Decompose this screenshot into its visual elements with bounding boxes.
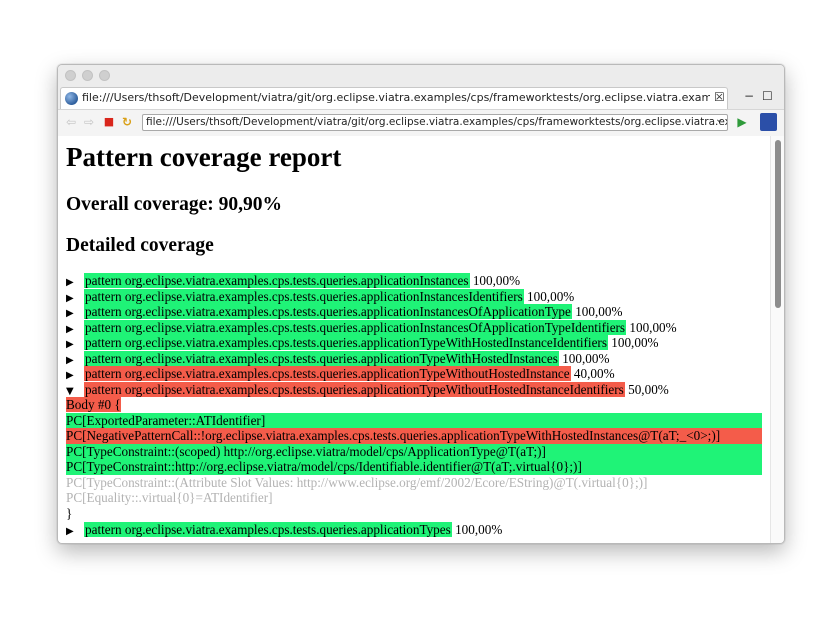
body-constraint-line: } [66,506,762,522]
constraint-text: PC[TypeConstraint::http://org.eclipse.vi… [66,459,582,474]
pattern-name: pattern org.eclipse.viatra.examples.cps.… [84,381,625,397]
title-bar [58,65,784,86]
browser-window: file:///Users/thsoft/Development/viatra/… [57,64,785,544]
pattern-coverage: 100,00% [472,273,521,288]
back-arrow-icon[interactable]: ⇦ [65,115,77,129]
pattern-name: pattern org.eclipse.viatra.examples.cps.… [84,288,524,304]
pattern-coverage: 50,00% [628,381,669,397]
expand-arrow-icon[interactable]: ▶ [66,323,74,335]
pattern-coverage: 100,00% [527,288,575,304]
expand-arrow-icon[interactable]: ▶ [66,354,74,366]
browser-tab[interactable]: file:///Users/thsoft/Development/viatra/… [60,87,728,109]
go-icon[interactable]: ▶ [737,115,747,129]
pattern-name: pattern org.eclipse.viatra.examples.cps.… [84,335,608,350]
expand-arrow-icon[interactable]: ▶ [66,339,74,350]
body-constraint-line: PC[TypeConstraint::(Attribute Slot Value… [66,475,762,491]
pattern-name: pattern org.eclipse.viatra.examples.cps.… [84,273,470,288]
constraint-text: PC[Equality::.virtual{0}=ATIdentifier] [66,490,273,505]
vertical-scrollbar[interactable] [770,136,784,543]
tab-bar: file:///Users/thsoft/Development/viatra/… [58,86,784,109]
tab-title: file:///Users/thsoft/Development/viatra/… [82,91,710,104]
overall-coverage-heading: Overall coverage: 90,90% [66,194,283,215]
pattern-name: pattern org.eclipse.viatra.examples.cps.… [84,350,559,366]
constraint-text: Body #0 { [66,397,121,412]
pattern-row[interactable]: ▼ pattern org.eclipse.viatra.examples.cps… [66,381,669,398]
body-constraint-line: PC[ExportedParameter::ATIdentifier] [66,412,762,428]
pattern-coverage: 100,00% [562,350,610,366]
constraint-text: PC[NegativePatternCall::!org.eclipse.via… [66,428,721,443]
expand-arrow-icon[interactable]: ▶ [66,308,74,319]
forward-arrow-icon[interactable]: ⇨ [83,115,95,129]
expand-arrow-icon[interactable]: ▶ [66,370,74,381]
pattern-name: pattern org.eclipse.viatra.examples.cps.… [84,319,627,335]
pattern-row[interactable]: ▶ pattern org.eclipse.viatra.examples.cps… [66,350,610,367]
pattern-coverage: 40,00% [573,366,615,381]
body-constraint-line: PC[TypeConstraint::http://org.eclipse.vi… [66,459,762,475]
pattern-coverage: 100,00% [455,522,503,537]
detailed-coverage-heading: Detailed coverage [66,235,214,256]
body-constraint-line: PC[TypeConstraint::(scoped) http://org.e… [66,443,762,459]
scrollbar-thumb[interactable] [775,140,781,308]
url-dropdown-icon[interactable]: ⌄ [715,114,724,125]
pattern-name: pattern org.eclipse.viatra.examples.cps.… [84,366,571,381]
pattern-name: pattern org.eclipse.viatra.examples.cps.… [84,304,572,319]
url-input[interactable]: file:///Users/thsoft/Development/viatra/… [142,114,728,131]
globe-icon [65,92,78,105]
close-tab-icon[interactable]: ☒ [714,90,725,104]
page-title: Pattern coverage report [66,142,342,172]
expand-arrow-icon[interactable]: ▶ [66,526,74,537]
pattern-coverage: 100,00% [629,319,677,335]
close-window-button[interactable] [65,70,76,81]
pattern-row[interactable]: ▶ pattern org.eclipse.viatra.examples.cps… [66,522,502,538]
pattern-coverage: 100,00% [611,335,659,350]
pattern-row[interactable]: ▶ pattern org.eclipse.viatra.examples.cps… [66,335,659,351]
expand-arrow-icon[interactable]: ▶ [66,277,74,288]
eclipse-plugin-icon[interactable] [760,113,777,131]
pattern-coverage: 100,00% [575,304,623,319]
refresh-icon[interactable]: ↻ [121,115,133,129]
constraint-text: PC[TypeConstraint::(Attribute Slot Value… [66,474,648,490]
pattern-name: pattern org.eclipse.viatra.examples.cps.… [84,522,452,537]
body-constraint-line: Body #0 { [66,397,762,413]
report-page: Pattern coverage report Overall coverage… [58,136,770,543]
expand-arrow-icon[interactable]: ▶ [66,292,74,304]
constraint-text: } [66,505,73,521]
pattern-row[interactable]: ▶ pattern org.eclipse.viatra.examples.cps… [66,273,520,289]
maximize-view-button[interactable]: ☐ [762,89,773,103]
pattern-row[interactable]: ▶ pattern org.eclipse.viatra.examples.cps… [66,319,677,336]
minimize-view-button[interactable]: − [744,89,755,103]
stop-icon[interactable]: ■ [103,115,115,128]
body-constraint-line: PC[NegativePatternCall::!org.eclipse.via… [66,428,762,444]
zoom-window-button[interactable] [99,70,110,81]
minimize-window-button[interactable] [82,70,93,81]
pattern-row[interactable]: ▶ pattern org.eclipse.viatra.examples.cps… [66,288,575,305]
navigation-toolbar: ⇦ ⇨ ■ ↻ file:///Users/thsoft/Development… [58,109,784,137]
expand-arrow-icon[interactable]: ▼ [66,385,74,397]
pattern-row[interactable]: ▶ pattern org.eclipse.viatra.examples.cps… [66,366,615,382]
body-constraint-line: PC[Equality::.virtual{0}=ATIdentifier] [66,490,762,506]
pattern-row[interactable]: ▶ pattern org.eclipse.viatra.examples.cps… [66,304,622,320]
constraint-text: PC[TypeConstraint::(scoped) http://org.e… [66,443,546,459]
constraint-text: PC[ExportedParameter::ATIdentifier] [66,412,266,428]
